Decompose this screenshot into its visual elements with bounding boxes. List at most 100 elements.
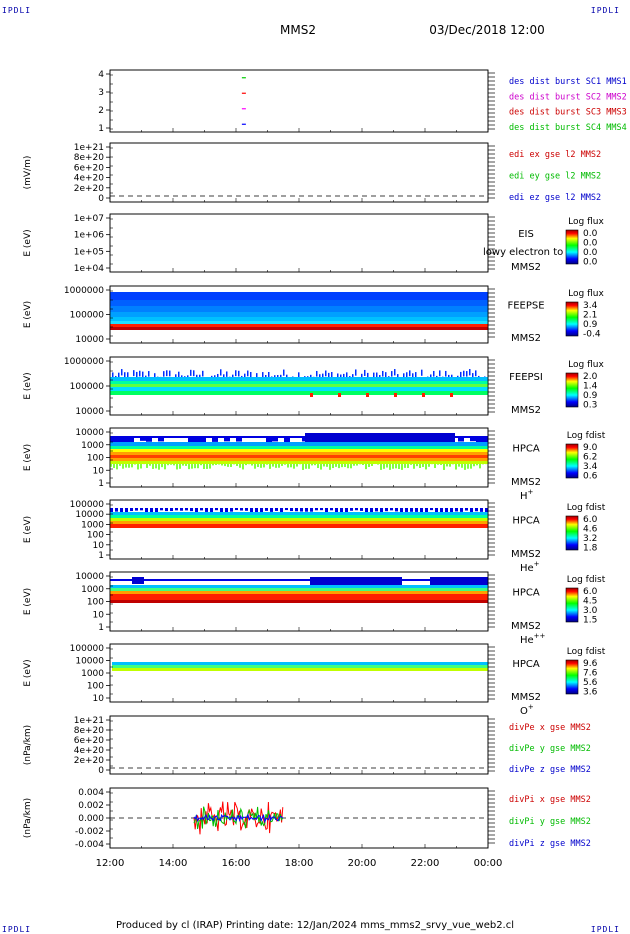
spectrogram-cell [460, 371, 462, 378]
spectrogram-cell [112, 662, 488, 665]
spectrogram-cell [310, 508, 313, 512]
legend-entry: divPe x gse MMS2 [509, 723, 591, 733]
spectrogram-cell [305, 508, 308, 512]
spectrogram-cell [365, 508, 368, 514]
spectrogram-cell [412, 373, 414, 378]
panel-border [109, 213, 489, 273]
colorbar-tick-label: 2.1 [583, 311, 597, 321]
spectrogram-cell [232, 374, 234, 379]
spectrogram-cell [409, 370, 411, 377]
spectrogram-cell [422, 393, 425, 397]
y-tick-label: 0.002 [78, 801, 104, 811]
spectrogram-cell [355, 369, 357, 376]
y-axis-label: E (eV) [23, 516, 33, 543]
spectrogram-cell [416, 464, 418, 467]
data-series-line [193, 813, 284, 824]
spectrogram-cell [346, 372, 348, 378]
spectrogram-cell [182, 436, 188, 438]
spectrogram-cell [450, 508, 453, 514]
spectrogram-cell [287, 464, 289, 468]
spectrogram-cell [110, 321, 488, 324]
spectrogram-cell [460, 508, 463, 512]
y-tick-label: 4e+20 [74, 746, 105, 756]
y-tick-label: 100 [87, 598, 104, 608]
spectrogram-cell [235, 508, 238, 511]
spectrogram-cell [235, 370, 237, 377]
spectrogram-cell [400, 508, 403, 513]
spectrogram-cell [322, 373, 324, 379]
spectrogram-cell [397, 374, 399, 379]
spectrogram-cell [458, 464, 460, 467]
spectrogram-cell [163, 371, 165, 377]
spectrogram-cell [110, 579, 488, 581]
spectrogram-cell [197, 464, 199, 469]
spectrogram-cell [148, 371, 150, 377]
spectrogram-cell [224, 464, 226, 467]
spectrogram-cell [167, 464, 169, 466]
corner-label-tl: IPDLI [2, 6, 32, 15]
spectrogram-cell [364, 369, 366, 376]
spacecraft-label: MMS2 [511, 549, 541, 560]
colorbar-tick-label: 9.6 [583, 659, 598, 669]
y-tick-label: 100 [87, 682, 104, 692]
y-tick-label: 6e+20 [74, 163, 105, 173]
spectrogram-cell [169, 370, 171, 377]
spectrogram-cell [142, 371, 144, 377]
y-tick-label: 1e+21 [74, 716, 104, 726]
spectrogram-cell [413, 464, 415, 469]
spacecraft-label: MMS2 [511, 621, 541, 632]
colorbar-tick-label: 0.9 [583, 391, 598, 401]
spectrogram-cell [392, 464, 394, 469]
spectrogram-cell [298, 372, 300, 378]
y-axis-label: (nPa/km) [23, 798, 33, 838]
spectrogram-cell [175, 374, 177, 379]
y-tick-label: 10 [93, 694, 105, 704]
y-tick-label: 1e+07 [74, 214, 104, 224]
spectrogram-cell [176, 464, 178, 470]
spectrogram-cell [325, 508, 328, 514]
y-tick-label: 100000 [70, 500, 105, 510]
colorbar [565, 229, 579, 265]
spectrogram-cell [461, 464, 463, 468]
spectrogram-cell [314, 464, 316, 466]
spectrogram-cell [110, 306, 488, 312]
y-tick-label: 4e+20 [74, 174, 105, 184]
spectrogram-cell [463, 370, 465, 377]
spectrogram-cell [480, 508, 483, 512]
y-tick-label: 10000 [75, 335, 104, 345]
spectrogram-cell [120, 508, 123, 514]
spectrogram-cell [139, 370, 141, 377]
y-tick-label: 100000 [70, 382, 105, 392]
spectrogram-cell [180, 508, 183, 511]
spectrogram-cell [212, 436, 218, 442]
header-datetime: 03/Dec/2018 12:00 [429, 23, 545, 37]
spectrogram-cell [215, 508, 218, 511]
spectrogram-cell [422, 464, 424, 467]
spectrogram-cell [275, 508, 278, 511]
species-label: O+ [520, 703, 534, 717]
spectrogram-cell [110, 585, 488, 588]
spectrogram-cell [245, 508, 248, 511]
instrument-label: EIS [518, 229, 534, 240]
spectrogram-cell [305, 464, 307, 469]
spectrogram-cell [176, 436, 182, 438]
spectrogram-cell [190, 508, 193, 512]
spacecraft-label: MMS2 [511, 405, 541, 416]
spectrogram-cell [266, 436, 272, 443]
spectrogram-cell [164, 436, 170, 438]
spectrogram-cell [140, 508, 143, 511]
y-axis-label: E (eV) [23, 659, 33, 686]
legend-entry: divPi y gse MMS2 [509, 817, 591, 827]
spectrogram-cell [449, 464, 451, 467]
spectrogram-cell [290, 508, 293, 512]
spectrogram-cell [263, 464, 265, 468]
panel-frame [109, 715, 489, 775]
colorbar-tick-label: -0.4 [583, 330, 601, 340]
spectrogram-cell [350, 464, 352, 469]
spectrogram-cell [250, 371, 252, 378]
spectrogram-cell [119, 464, 121, 466]
spectrogram-cell [450, 393, 453, 397]
spectrogram-cell [310, 374, 312, 379]
spectrogram-cell [110, 442, 488, 446]
spectrogram-cell [272, 464, 274, 467]
